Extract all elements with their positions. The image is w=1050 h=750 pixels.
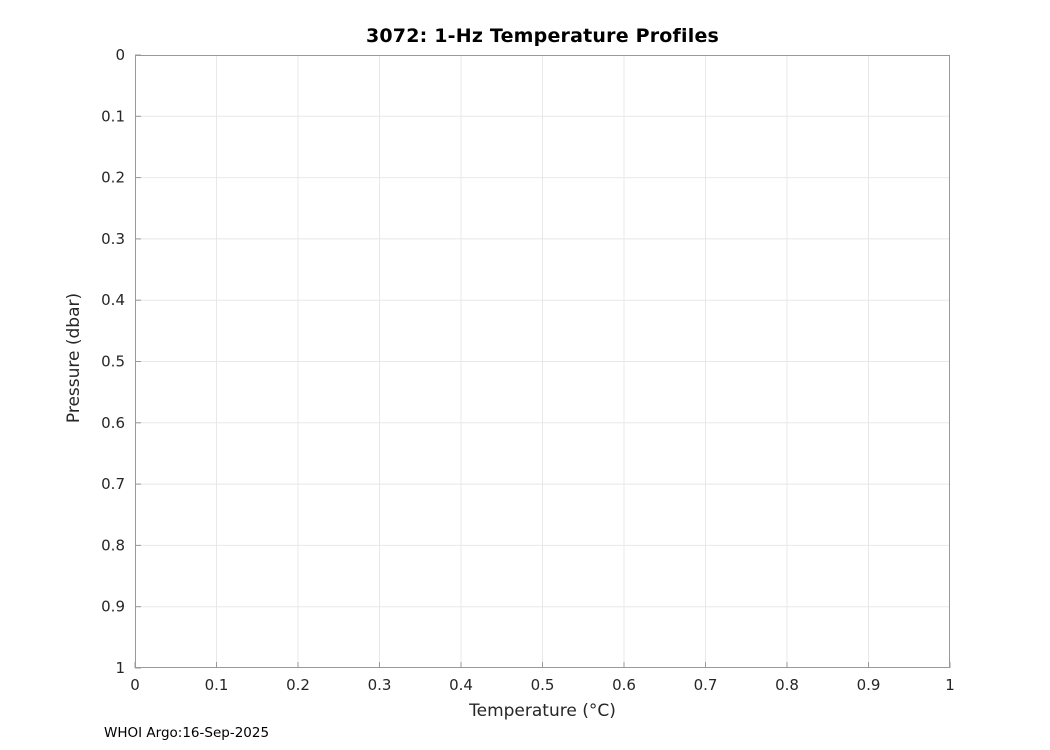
x-tick-label: 0.7 (694, 676, 718, 694)
chart-title: 3072: 1-Hz Temperature Profiles (365, 25, 720, 47)
y-tick-label: 1 (115, 659, 125, 677)
x-tick-label: 0.5 (531, 676, 555, 694)
y-tick-label: 0.8 (101, 536, 125, 554)
y-tick-label: 0.5 (101, 353, 125, 371)
x-tick-label: 0.6 (612, 676, 636, 694)
y-tick-label: 0.1 (101, 107, 125, 125)
y-tick-label: 0.2 (101, 169, 125, 187)
plot-area: 0 0.1 0.2 0.3 0.4 0.5 0.6 0.7 0.8 0.9 100.10.20.30… (101, 46, 955, 694)
y-tick-label: 0.9 (101, 598, 125, 616)
y-tick-label: 0.6 (101, 414, 125, 432)
x-tick-label: 0.9 (857, 676, 881, 694)
y-tick-label: 0 (115, 46, 125, 64)
x-tick-label: 1 (945, 676, 955, 694)
y-tick-label: 0.7 (101, 475, 125, 493)
footer-text: WHOI Argo:16-Sep-2025 (104, 725, 270, 741)
y-tick-label: 0.4 (101, 291, 125, 309)
y-axis-label: Pressure (dbar) (64, 292, 84, 424)
x-axis-label: Temperature (°C) (469, 701, 616, 721)
x-tick-label: 0.2 (286, 676, 310, 694)
x-tick-label: 0 (130, 676, 140, 694)
y-tick-label: 0.3 (101, 230, 125, 248)
x-tick-label: 0.3 (368, 676, 392, 694)
x-tick-label: 0.8 (775, 676, 799, 694)
x-tick-label: 0.1 (205, 676, 229, 694)
x-tick-label: 0.4 (449, 676, 473, 694)
